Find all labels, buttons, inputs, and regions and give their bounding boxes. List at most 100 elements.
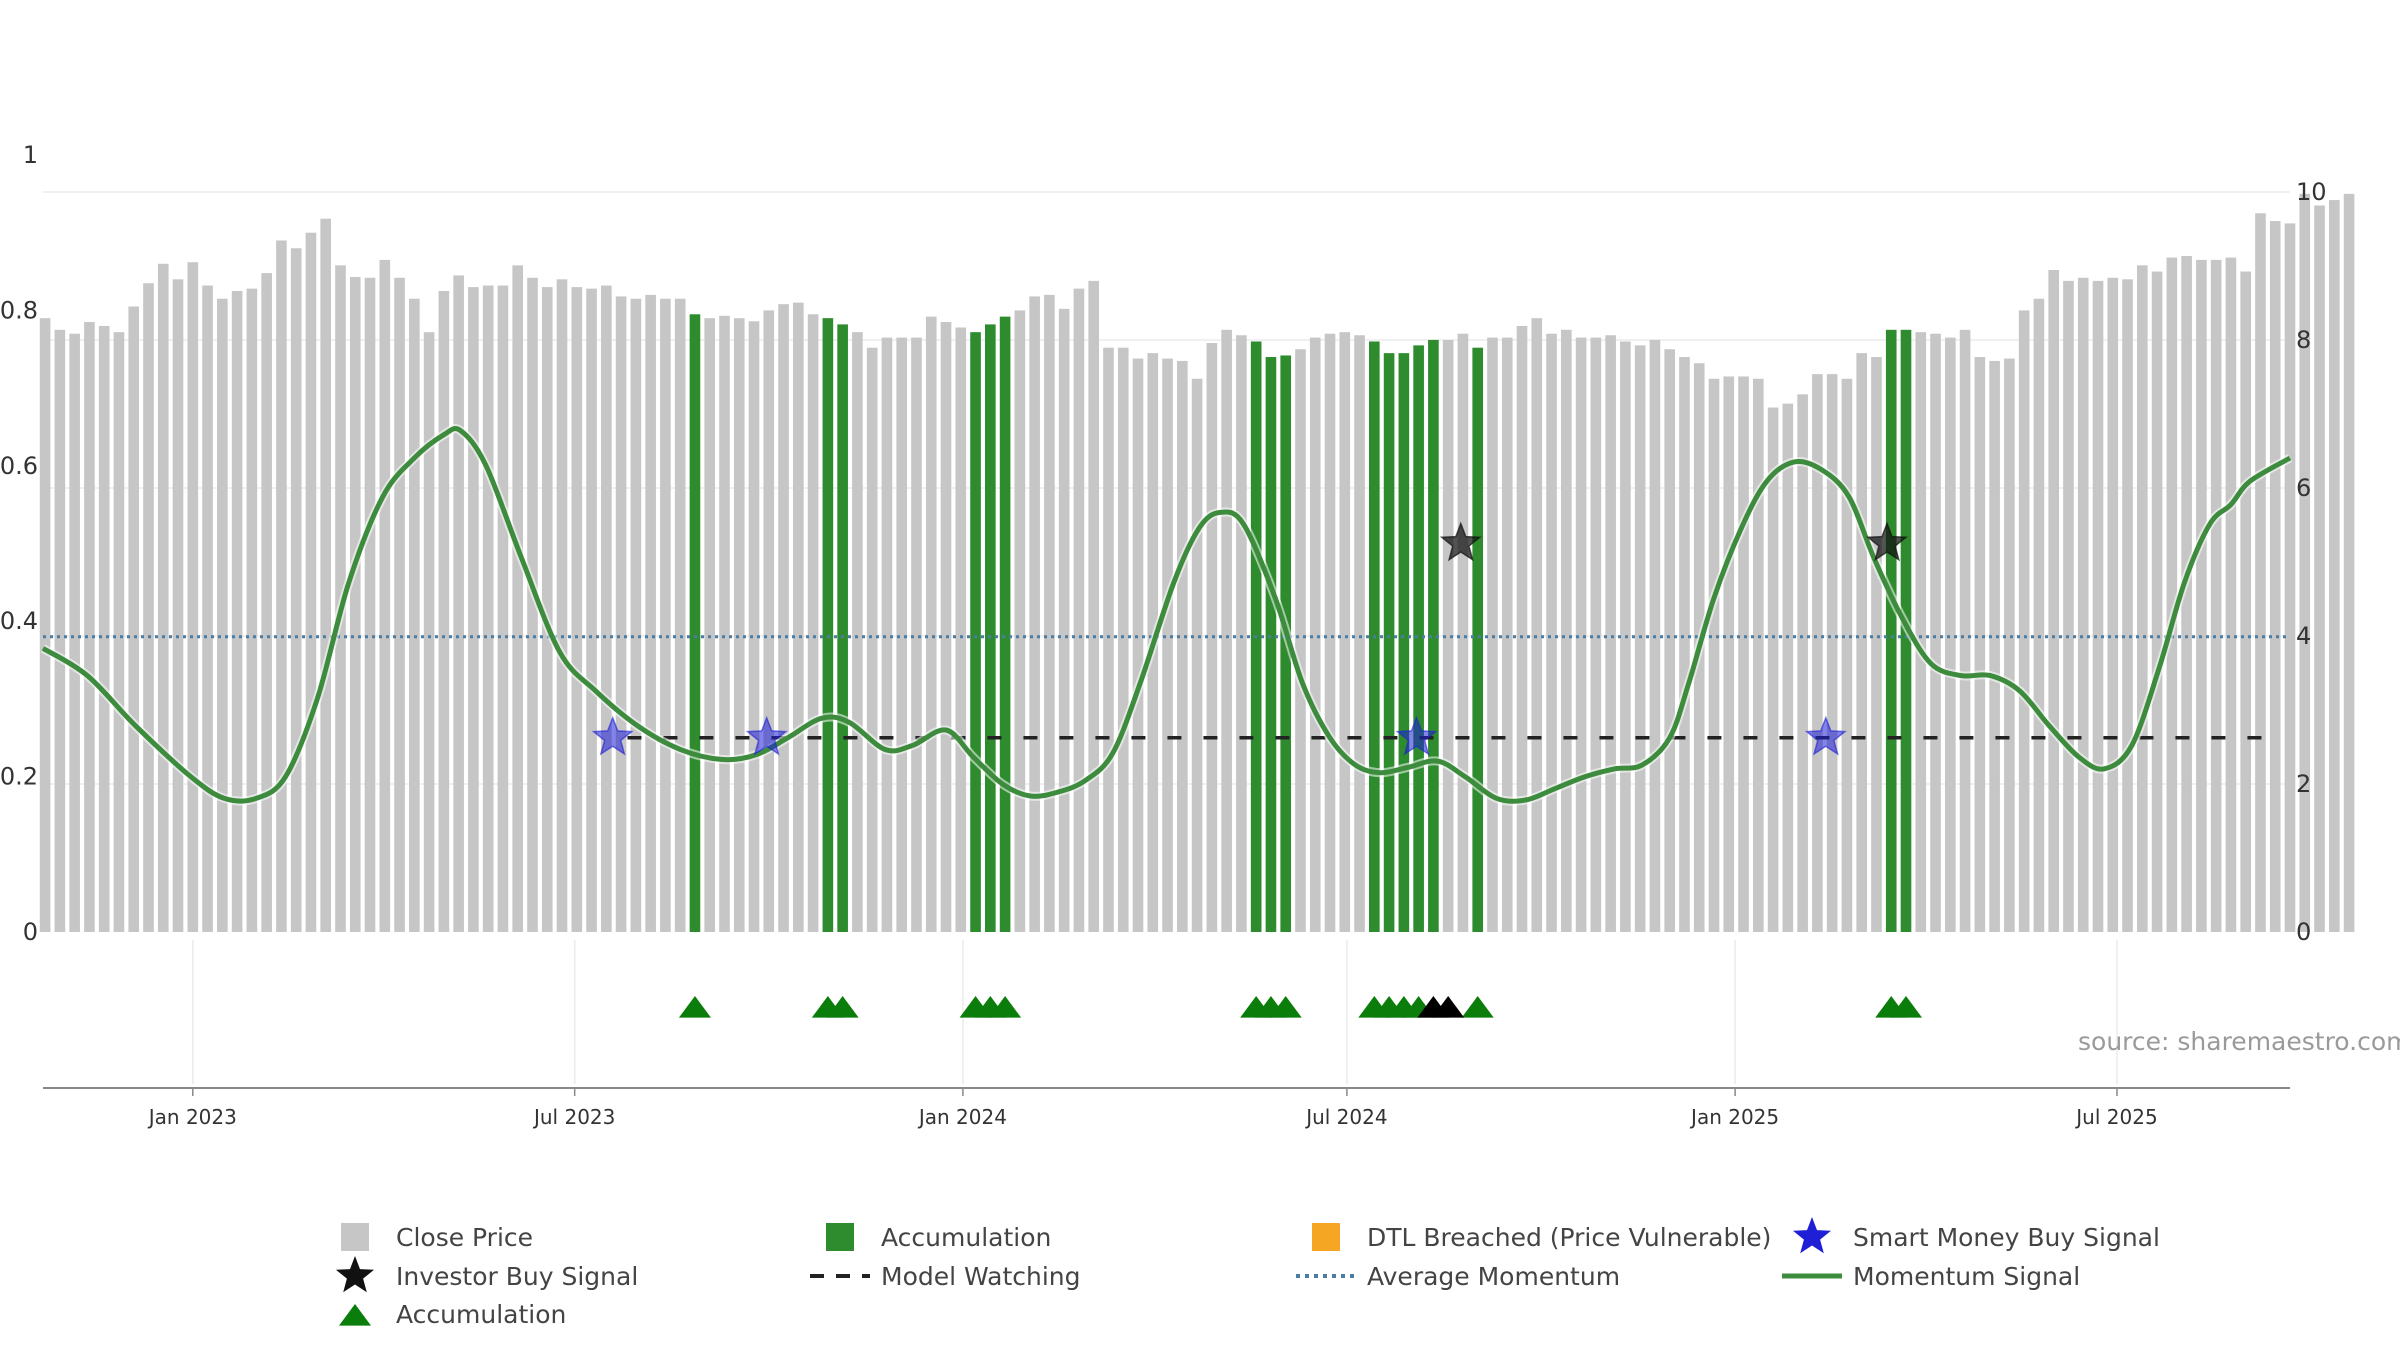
accumulation-marker — [1890, 996, 1923, 1018]
close-price-bar — [1088, 280, 1100, 932]
close-price-bar — [1679, 357, 1690, 932]
left-axis-tick-label: 0.8 — [0, 296, 38, 324]
momentum-line — [40, 424, 2293, 806]
close-price-bar — [1531, 318, 1543, 932]
legend-triangle-icon — [339, 1304, 371, 1326]
legend-label: DTL Breached (Price Vulnerable) — [1367, 1223, 1771, 1252]
close-price-bar — [409, 298, 420, 932]
legend-label: Average Momentum — [1367, 1262, 1620, 1291]
close-price-bar — [807, 314, 819, 932]
smart-money-buy-signal — [591, 715, 634, 756]
close-price-bar — [778, 304, 789, 932]
close-price-bar — [1767, 407, 1779, 932]
close-price-bar — [1177, 360, 1188, 932]
accumulation-bar — [822, 318, 834, 932]
close-price-bar — [660, 298, 671, 932]
close-price-bar — [2151, 271, 2163, 932]
close-price-bar — [98, 325, 110, 932]
close-price-bar — [394, 277, 405, 932]
close-price-bar — [2122, 279, 2133, 932]
accumulation-bar — [1472, 347, 1484, 932]
legend-item: DTL Breached (Price Vulnerable) — [1312, 1223, 1771, 1252]
close-price-bar — [423, 332, 435, 932]
close-price-bar — [1236, 335, 1247, 932]
legend-label: Model Watching — [881, 1262, 1081, 1291]
legend-item: Model Watching — [810, 1262, 1081, 1291]
legend-label: Smart Money Buy Signal — [1853, 1223, 2160, 1252]
close-price-bar — [1309, 337, 1321, 933]
legend-star-icon — [1793, 1217, 1831, 1254]
close-price-bar — [2048, 270, 2060, 932]
accumulation-marker — [678, 996, 711, 1018]
smart-money-buy-signal — [1395, 715, 1438, 756]
close-price-bar — [527, 277, 538, 932]
x-axis-tick-label: Jan 2025 — [1689, 1105, 1779, 1129]
close-price-bar — [1457, 333, 1469, 933]
close-price-bar — [1634, 345, 1646, 932]
close-price-bar — [1339, 332, 1351, 932]
close-price-bar — [2033, 298, 2045, 932]
close-price-bar — [1723, 376, 1735, 932]
close-price-bar — [2255, 213, 2266, 932]
close-price-bar — [1797, 394, 1808, 932]
close-price-bar — [911, 337, 922, 933]
close-price-bar — [748, 321, 760, 932]
close-price-bar — [1664, 349, 1676, 932]
accumulation-bar — [999, 316, 1011, 932]
close-price-bar — [1354, 335, 1365, 932]
close-price-bar — [39, 318, 51, 932]
close-price-bar — [793, 302, 804, 932]
accumulation-bar — [1398, 353, 1410, 932]
accumulation-marker-black — [1432, 996, 1465, 1018]
close-price-bar — [305, 232, 317, 932]
close-price-bar — [2269, 221, 2281, 933]
close-price-bar — [1989, 360, 2000, 932]
legend-item: Momentum Signal — [1782, 1262, 2080, 1291]
left-axis-tick-label: 1 — [23, 141, 38, 169]
close-price-bar — [1959, 329, 1971, 932]
close-price-bar — [128, 306, 140, 932]
close-price-bar — [940, 322, 952, 932]
close-price-bar — [364, 277, 376, 932]
close-price-bar — [1575, 337, 1587, 933]
close-price-bar — [601, 285, 612, 932]
close-price-bar — [1856, 353, 1868, 932]
close-price-bar — [1103, 347, 1114, 932]
close-price-bar — [615, 296, 627, 932]
close-price-bar — [1044, 294, 1055, 932]
close-price-bar — [2210, 259, 2222, 932]
legend-label: Investor Buy Signal — [396, 1262, 638, 1291]
smart-money-buy-signal — [745, 715, 788, 756]
close-price-bar — [1841, 378, 1853, 932]
close-price-bar — [645, 294, 656, 932]
smart-money-buy-signal — [1804, 715, 1847, 756]
accumulation-bar — [1265, 357, 1277, 932]
close-price-bar — [349, 276, 361, 932]
accumulation-marker — [1461, 996, 1494, 1018]
x-axis-tick-label: Jul 2023 — [532, 1105, 615, 1129]
legend-label: Close Price — [396, 1223, 533, 1252]
close-price-bar — [217, 298, 228, 932]
accumulation-bar — [970, 332, 981, 932]
close-price-bar — [866, 347, 878, 932]
close-price-bar — [261, 273, 272, 933]
accumulation-marker — [1269, 996, 1302, 1018]
accumulation-bar — [689, 314, 701, 932]
close-price-bar — [453, 275, 464, 932]
close-price-bar — [113, 332, 125, 932]
close-price-bar — [2077, 277, 2089, 932]
close-price-bar — [497, 285, 509, 932]
close-price-bar — [1073, 288, 1085, 932]
legend-item: Accumulation — [826, 1223, 1051, 1252]
accumulation-bar — [1885, 329, 1897, 932]
legend-item: Accumulation — [339, 1300, 566, 1329]
left-axis-tick-label: 0.2 — [0, 763, 38, 791]
close-price-bar — [2328, 200, 2340, 932]
legend-item: Investor Buy Signal — [336, 1256, 638, 1293]
right-axis-tick-label: 0 — [2296, 918, 2311, 946]
right-axis-tick-label: 8 — [2296, 326, 2311, 354]
close-price-bar — [1487, 337, 1498, 933]
close-price-bar — [2225, 257, 2237, 932]
signal-markers — [591, 521, 1909, 756]
legend-item: Average Momentum — [1296, 1262, 1620, 1291]
